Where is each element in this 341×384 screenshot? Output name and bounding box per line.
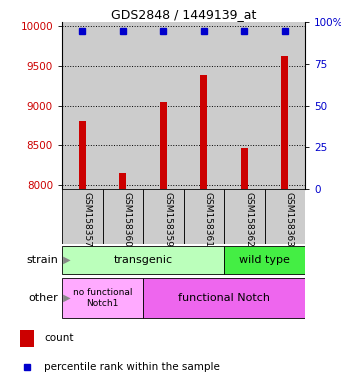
Bar	[241, 149, 248, 384]
Text: ▶: ▶	[60, 293, 71, 303]
Bar	[160, 101, 167, 384]
Text: no functional
Notch1: no functional Notch1	[73, 288, 132, 308]
Bar	[183, 22, 224, 189]
Bar	[281, 56, 288, 384]
Bar	[103, 22, 143, 189]
Text: GSM158361: GSM158361	[204, 192, 213, 247]
Bar	[103, 189, 143, 244]
Bar	[200, 75, 207, 384]
Text: GSM158363: GSM158363	[285, 192, 294, 247]
Bar	[224, 189, 265, 244]
Bar	[20, 329, 34, 347]
Bar	[62, 189, 103, 244]
Title: GDS2848 / 1449139_at: GDS2848 / 1449139_at	[111, 8, 256, 21]
Bar	[62, 22, 103, 189]
Text: ▶: ▶	[60, 255, 71, 265]
Text: other: other	[29, 293, 59, 303]
Bar	[183, 189, 224, 244]
Text: GSM158362: GSM158362	[244, 192, 253, 247]
Bar	[119, 173, 127, 384]
Text: count: count	[44, 333, 73, 343]
Bar	[224, 22, 265, 189]
Bar	[265, 189, 305, 244]
Bar	[143, 278, 305, 318]
Bar	[62, 246, 224, 275]
Bar	[79, 121, 86, 384]
Bar	[265, 22, 305, 189]
Text: percentile rank within the sample: percentile rank within the sample	[44, 362, 220, 372]
Text: transgenic: transgenic	[114, 255, 173, 265]
Bar	[224, 246, 305, 275]
Text: GSM158359: GSM158359	[163, 192, 172, 247]
Text: GSM158360: GSM158360	[123, 192, 132, 247]
Bar	[143, 22, 183, 189]
Bar	[143, 189, 183, 244]
Bar	[62, 278, 143, 318]
Text: functional Notch: functional Notch	[178, 293, 270, 303]
Text: wild type: wild type	[239, 255, 290, 265]
Text: GSM158357: GSM158357	[82, 192, 91, 247]
Text: strain: strain	[27, 255, 59, 265]
